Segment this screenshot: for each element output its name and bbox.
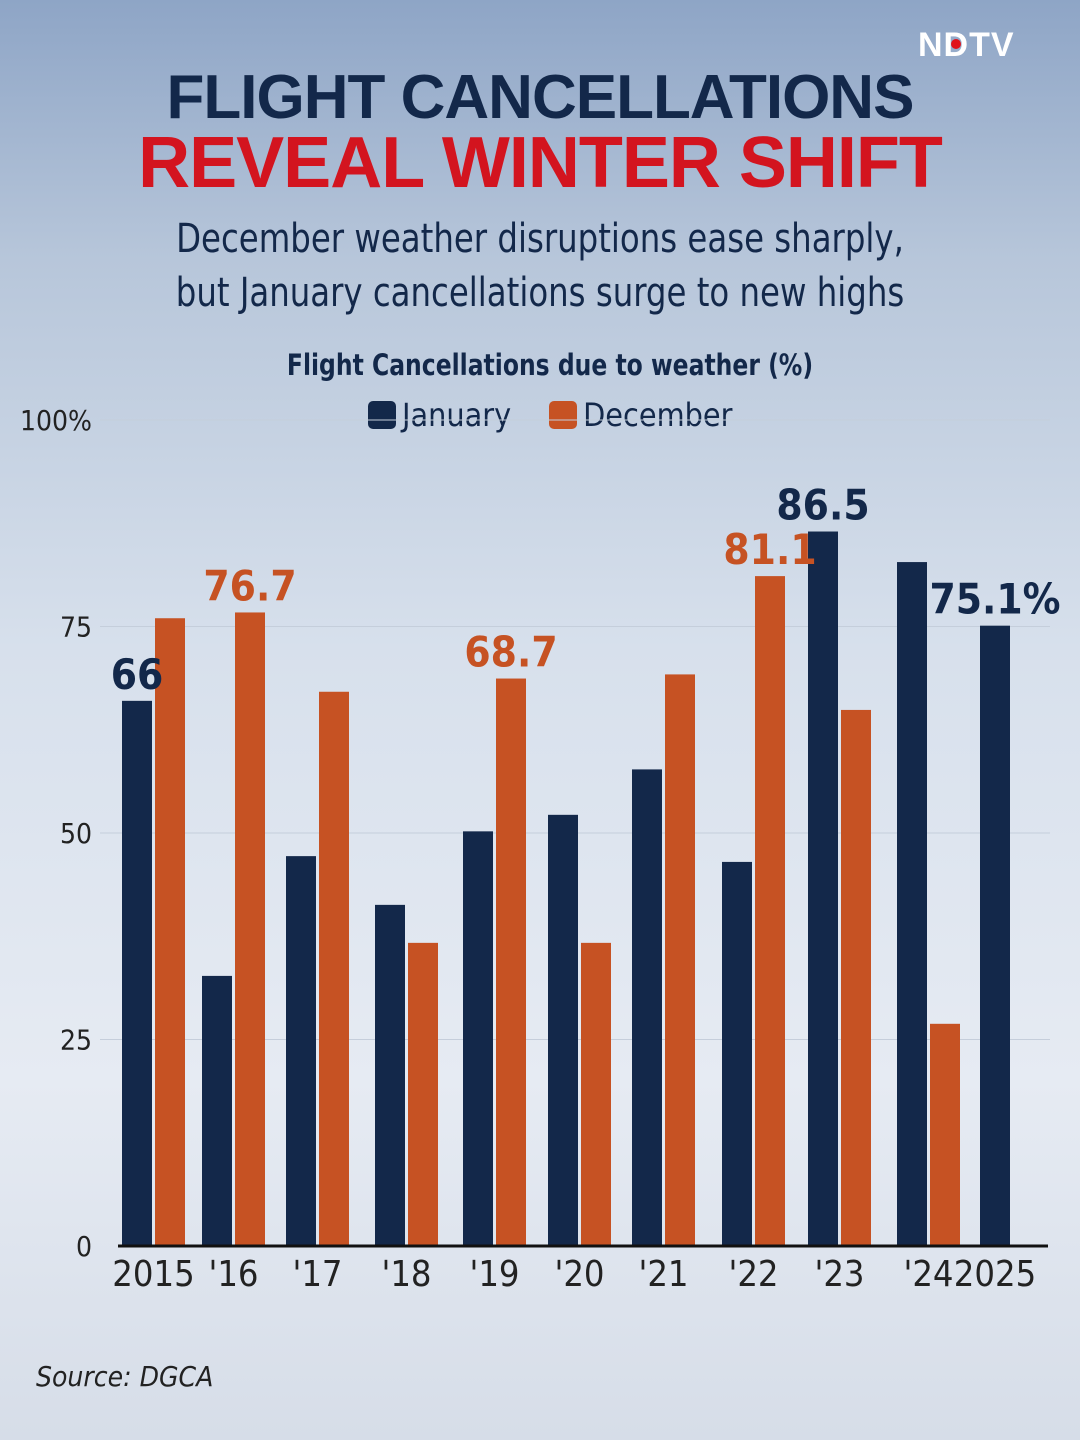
legend-label: January (402, 396, 512, 434)
bar-december (581, 942, 611, 1246)
data-label: 68.7 (464, 628, 557, 677)
legend: January December (368, 396, 732, 434)
data-label: 75.1% (929, 575, 1060, 624)
bar-january (980, 625, 1010, 1246)
x-tick-label: '18 (381, 1254, 431, 1295)
x-tick-label: '21 (638, 1254, 688, 1295)
legend-label: December (583, 396, 733, 434)
bar-january (375, 904, 405, 1246)
title-line-2: REVEAL WINTER SHIFT (138, 123, 943, 203)
bar-january (286, 856, 316, 1246)
y-tick-label: 25 (60, 1024, 92, 1057)
y-tick-label: 100% (20, 404, 92, 437)
bar-january (463, 831, 493, 1246)
ndtv-logo: NDTV (918, 26, 1015, 64)
data-label: 81.1 (723, 525, 816, 574)
bar-january (897, 562, 927, 1246)
legend-swatch-december (549, 401, 578, 429)
bar-december (930, 1023, 960, 1246)
bar-december (496, 678, 526, 1246)
bar-december (319, 691, 349, 1246)
bar-december (755, 576, 785, 1246)
bar-december (155, 618, 185, 1246)
x-tick-label: '20 (554, 1254, 604, 1295)
x-tick-label: '16 (208, 1254, 258, 1295)
subtitle-line-2: but January cancellations surge to new h… (175, 270, 905, 316)
x-tick-label: 2015 (112, 1254, 194, 1295)
bar-december (408, 942, 438, 1246)
x-tick-label: '24 (903, 1254, 953, 1295)
bar-january (122, 700, 152, 1246)
bar-december (235, 612, 265, 1246)
bar-january (808, 531, 838, 1246)
bar-january (548, 814, 578, 1246)
x-tick-label: '19 (469, 1254, 519, 1295)
title-line-1: FLIGHT CANCELLATIONS (166, 63, 915, 132)
data-label: 76.7 (203, 561, 296, 610)
x-tick-label: '23 (814, 1254, 864, 1295)
subtitle: December weather disruptions ease sharpl… (54, 212, 1026, 320)
bar-december (665, 674, 695, 1246)
legend-december: December (549, 396, 732, 434)
bar-january (632, 769, 662, 1246)
bar-january (202, 975, 232, 1246)
bar-december (841, 709, 871, 1246)
bar-january (722, 861, 752, 1246)
data-label: 86.5 (776, 481, 869, 530)
x-tick-label: '17 (292, 1254, 342, 1295)
y-tick-label: 50 (60, 817, 92, 850)
x-tick-label: 2025 (954, 1254, 1036, 1295)
data-label: 66 (111, 650, 164, 699)
legend-swatch-january (368, 401, 396, 429)
chart-title: Flight Cancellations due to weather (%) (286, 348, 814, 382)
y-tick-label: 0 (76, 1230, 92, 1263)
legend-january: January (368, 396, 511, 434)
subtitle-line-1: December weather disruptions ease sharpl… (176, 216, 904, 262)
y-tick-label: 75 (60, 611, 92, 644)
source-note: Source: DGCA (36, 1360, 214, 1393)
x-tick-label: '22 (728, 1254, 778, 1295)
